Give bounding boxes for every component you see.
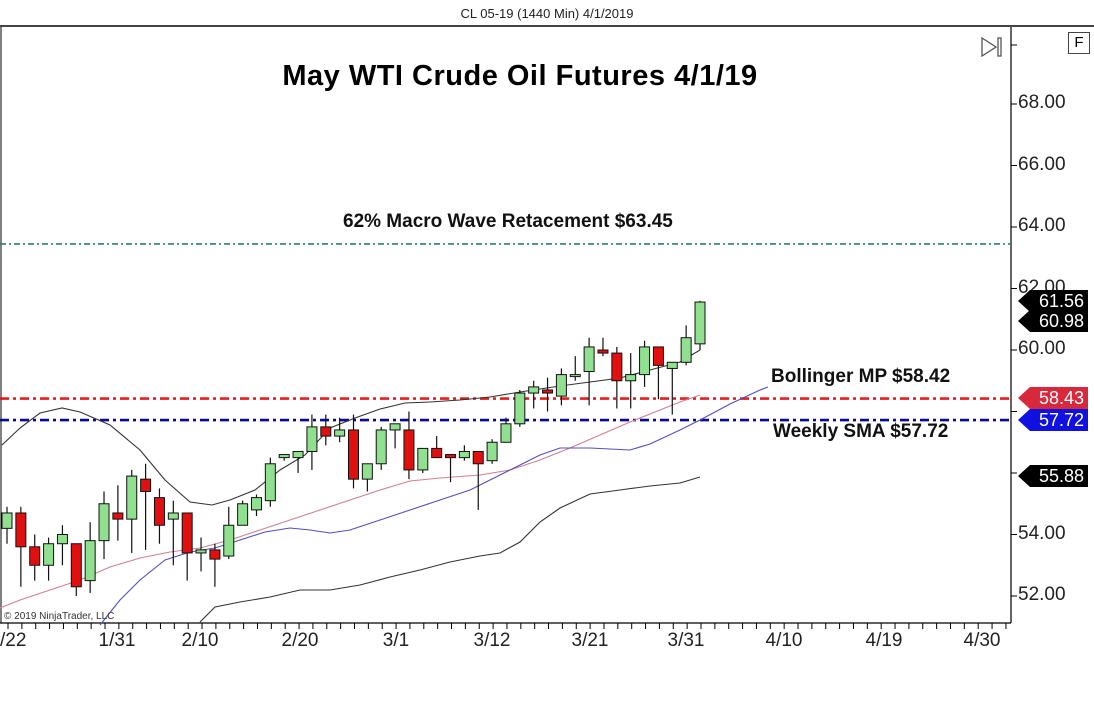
chart-header: CL 05-19 (1440 Min) 4/1/2019 bbox=[0, 0, 1094, 27]
candle-body bbox=[472, 450, 484, 465]
candle-body bbox=[306, 426, 318, 452]
sma-line bbox=[99, 386, 769, 626]
candle-body bbox=[652, 346, 664, 366]
date-tick-label: 4/19 bbox=[865, 630, 903, 651]
price-tick-label: 52.00 bbox=[1018, 584, 1066, 605]
candle-body bbox=[458, 450, 470, 459]
date-tick-label: 2/20 bbox=[281, 630, 319, 651]
candle-body bbox=[29, 546, 41, 566]
candle-body bbox=[140, 478, 152, 492]
candle-body bbox=[625, 374, 637, 382]
candle-body bbox=[237, 503, 249, 526]
chart-title: May WTI Crude Oil Futures 4/1/19 bbox=[282, 60, 758, 92]
candle-body bbox=[292, 450, 304, 459]
candle-body bbox=[153, 497, 165, 526]
candle-body bbox=[334, 429, 346, 437]
candle-body bbox=[43, 543, 55, 566]
candle-body bbox=[403, 429, 415, 471]
candle-body bbox=[15, 512, 27, 548]
candle-body bbox=[639, 346, 651, 376]
candle-body bbox=[348, 429, 359, 480]
candle-body bbox=[542, 389, 554, 394]
scroll-to-end-icon[interactable] bbox=[980, 37, 1004, 57]
candle-body bbox=[264, 463, 276, 502]
candle-body bbox=[361, 463, 373, 480]
candle-body bbox=[611, 352, 623, 382]
candle-body bbox=[112, 512, 124, 520]
candle-body bbox=[445, 454, 457, 459]
candle-body bbox=[528, 386, 540, 394]
date-tick-label: 3/21 bbox=[571, 630, 609, 651]
sma-annotation: Weekly SMA $57.72 bbox=[773, 421, 949, 442]
price-tag: 60.98 bbox=[1018, 310, 1088, 332]
candle-body bbox=[680, 337, 692, 363]
candle-body bbox=[209, 549, 221, 560]
date-tick-label: 3/12 bbox=[473, 630, 511, 651]
candle-body bbox=[223, 524, 235, 557]
bollinger-upper-line bbox=[1, 349, 701, 506]
retracement-annotation: 62% Macro Wave Retacement $63.45 bbox=[343, 211, 673, 232]
copyright-label: © 2019 NinjaTrader, LLC bbox=[4, 611, 115, 622]
candle-body bbox=[431, 447, 443, 459]
candle-body bbox=[389, 423, 401, 431]
price-tick-label: 66.00 bbox=[1018, 153, 1066, 175]
price-tag: 57.72 bbox=[1018, 409, 1088, 431]
candle-body bbox=[181, 512, 193, 554]
f-button[interactable]: F bbox=[1068, 32, 1090, 54]
candle-body bbox=[555, 374, 567, 397]
bollinger-mid-line bbox=[0, 394, 701, 609]
candle-body bbox=[597, 349, 609, 354]
candle-body bbox=[486, 441, 498, 462]
candle-body bbox=[500, 423, 512, 443]
date-tick-label: 4/30 bbox=[963, 630, 1001, 651]
price-tick-label: 68.00 bbox=[1018, 92, 1066, 113]
candle-body bbox=[569, 374, 581, 378]
bollinger-lower-line bbox=[199, 476, 701, 623]
price-tick-label: 54.00 bbox=[1018, 522, 1066, 544]
candle-body bbox=[375, 429, 387, 465]
price-tag: 58.43 bbox=[1018, 387, 1088, 409]
date-tick-label: 3/31 bbox=[667, 630, 705, 651]
candle-body bbox=[320, 426, 332, 437]
date-tick-label: 1/31 bbox=[98, 630, 136, 651]
candle-body bbox=[56, 534, 68, 545]
date-tick-label: 2/10 bbox=[181, 630, 219, 651]
price-tick-label: 60.00 bbox=[1018, 338, 1066, 359]
candle-body bbox=[195, 549, 207, 554]
candle-body bbox=[583, 346, 595, 373]
candle-body bbox=[84, 540, 96, 582]
candle-body bbox=[694, 301, 706, 345]
candle-body bbox=[167, 512, 179, 520]
candle-body bbox=[250, 497, 262, 511]
price-tag: 61.56 bbox=[1018, 290, 1088, 312]
candle-body bbox=[278, 454, 290, 459]
date-tick-label: 4/10 bbox=[765, 630, 803, 651]
candle-body bbox=[514, 392, 526, 425]
candle-body bbox=[1, 512, 13, 529]
date-tick-label: /22 bbox=[0, 630, 27, 651]
date-tick-label: 3/1 bbox=[382, 630, 410, 651]
candle-body bbox=[70, 543, 82, 588]
bollinger-annotation: Bollinger MP $58.42 bbox=[771, 366, 951, 387]
candle-body bbox=[417, 447, 429, 471]
price-tag: 55.88 bbox=[1018, 465, 1088, 487]
candle-body bbox=[126, 475, 138, 520]
price-tick-label: 64.00 bbox=[1018, 215, 1066, 236]
candle-body bbox=[666, 361, 678, 369]
candle-body bbox=[98, 503, 110, 542]
